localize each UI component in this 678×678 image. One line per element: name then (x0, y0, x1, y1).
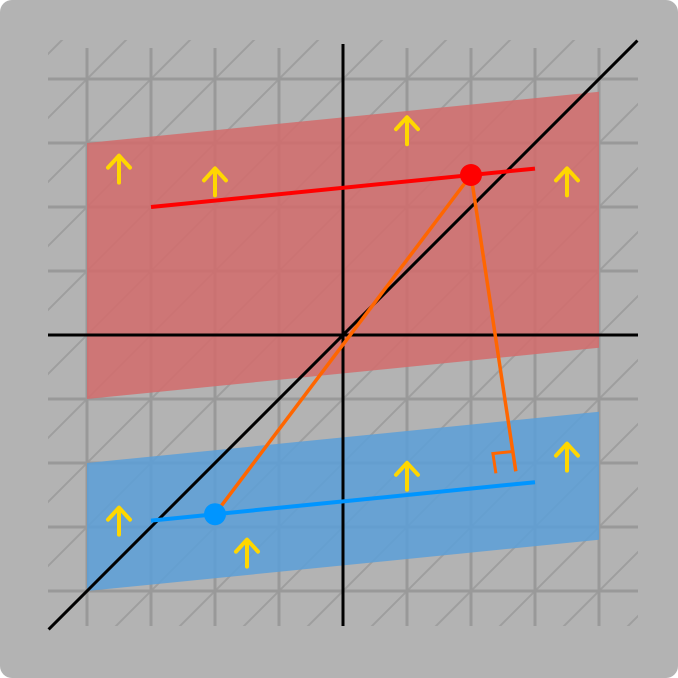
diagonal-line (47, 39, 639, 631)
right-angle-marker-icon (491, 450, 513, 474)
hatch-line (562, 550, 638, 626)
connector-segment-to-blue-point (213, 173, 473, 516)
up-arrow-icon (106, 505, 132, 537)
hatch-line (434, 422, 638, 626)
hatch-line (48, 40, 256, 248)
hatch-line (498, 486, 638, 626)
red-point[interactable] (460, 164, 482, 186)
hatch-line (48, 40, 320, 312)
up-arrow-icon (394, 460, 420, 492)
connector-segment-perpendicular (469, 174, 518, 472)
up-arrow-icon (394, 115, 420, 147)
up-arrow-icon (234, 537, 260, 569)
up-arrow-icon (202, 166, 228, 198)
hatch-line (370, 358, 638, 626)
up-arrow-icon (554, 166, 580, 198)
hatch-line (48, 40, 128, 120)
arrow-group (106, 115, 580, 569)
up-arrow-icon (554, 441, 580, 473)
blue-point[interactable] (204, 503, 226, 526)
up-arrow-icon (106, 153, 132, 185)
hatch-line (48, 40, 192, 184)
